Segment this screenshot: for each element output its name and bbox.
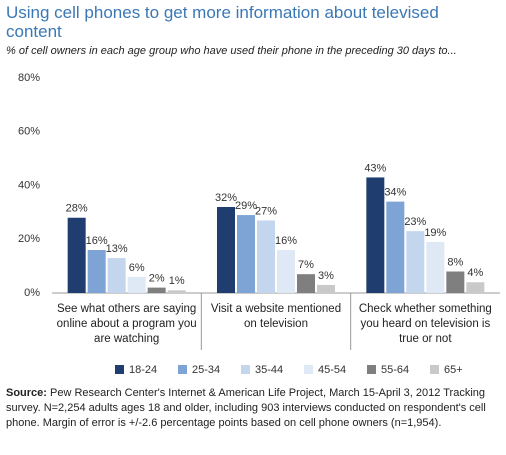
bar bbox=[67, 217, 86, 293]
legend-label: 35-44 bbox=[255, 364, 283, 376]
bar bbox=[317, 284, 335, 293]
value-label: 3% bbox=[318, 270, 334, 282]
value-label: 6% bbox=[129, 262, 145, 274]
value-label: 27% bbox=[255, 205, 277, 217]
y-tick-label: 40% bbox=[18, 179, 40, 191]
bar bbox=[147, 287, 166, 293]
value-label: 29% bbox=[235, 200, 257, 212]
value-label: 8% bbox=[447, 256, 463, 268]
x-tick-label: Check whether something you heard on tel… bbox=[358, 303, 492, 345]
legend-swatch bbox=[304, 365, 313, 374]
value-label: 13% bbox=[106, 243, 128, 255]
bar bbox=[426, 241, 445, 293]
value-label: 4% bbox=[467, 267, 483, 279]
y-tick-label: 60% bbox=[18, 126, 40, 138]
x-tick-label: See what others are saying online about … bbox=[56, 303, 197, 345]
value-label: 7% bbox=[298, 259, 314, 271]
value-label: 34% bbox=[384, 187, 406, 199]
y-tick-label: 0% bbox=[24, 287, 40, 299]
source-text: Pew Research Center's Internet & America… bbox=[6, 387, 486, 429]
bar bbox=[466, 282, 485, 293]
bar bbox=[217, 207, 235, 293]
bar bbox=[386, 201, 405, 293]
legend-swatch bbox=[430, 365, 439, 374]
bar bbox=[406, 231, 425, 293]
value-label: 16% bbox=[275, 235, 297, 247]
bar bbox=[87, 250, 106, 293]
legend-swatch bbox=[178, 365, 187, 374]
chart-subtitle: % of cell owners in each age group who h… bbox=[6, 45, 457, 57]
value-label: 2% bbox=[149, 273, 165, 285]
legend-label: 18-24 bbox=[129, 364, 157, 376]
legend-label: 55-64 bbox=[381, 364, 409, 376]
source-label: Source: bbox=[6, 387, 47, 399]
x-tick-label: Visit a website mentioned on television bbox=[210, 303, 342, 330]
bar bbox=[237, 215, 255, 293]
legend-swatch bbox=[367, 365, 376, 374]
legend-swatch bbox=[115, 365, 124, 374]
bar bbox=[107, 258, 126, 293]
legend-swatch bbox=[241, 365, 250, 374]
value-label: 23% bbox=[404, 216, 426, 228]
y-tick-label: 20% bbox=[18, 233, 40, 245]
bar bbox=[257, 220, 275, 293]
chart-title: Using cell phones to get more informatio… bbox=[6, 3, 439, 41]
value-label: 32% bbox=[215, 192, 237, 204]
bar bbox=[277, 250, 295, 293]
value-label: 43% bbox=[364, 162, 386, 174]
bar bbox=[366, 177, 385, 293]
value-label: 1% bbox=[169, 275, 185, 287]
y-tick-label: 80% bbox=[18, 72, 40, 84]
value-label: 16% bbox=[86, 235, 108, 247]
value-label: 19% bbox=[424, 227, 446, 239]
source-note: Source: Pew Research Center's Internet &… bbox=[6, 386, 501, 431]
legend-label: 45-54 bbox=[318, 364, 346, 376]
bar bbox=[297, 274, 315, 293]
legend-label: 65+ bbox=[444, 364, 463, 376]
bar bbox=[446, 271, 465, 293]
value-label: 28% bbox=[66, 203, 88, 215]
legend-label: 25-34 bbox=[192, 364, 220, 376]
bar bbox=[167, 290, 186, 293]
bar bbox=[127, 276, 146, 293]
